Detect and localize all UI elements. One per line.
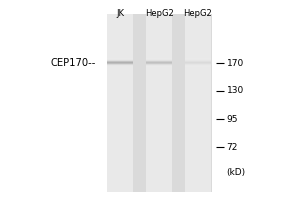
Text: 170: 170 bbox=[226, 58, 244, 68]
Text: JK: JK bbox=[116, 9, 124, 18]
Text: 130: 130 bbox=[226, 86, 244, 95]
Text: 95: 95 bbox=[226, 114, 238, 123]
Bar bbox=[106, 14, 212, 192]
Bar bbox=[185, 14, 211, 192]
Text: CEP170--: CEP170-- bbox=[51, 58, 96, 68]
Text: 72: 72 bbox=[226, 142, 238, 152]
Text: (kD): (kD) bbox=[226, 168, 246, 178]
Bar bbox=[146, 14, 172, 192]
Text: HepG2: HepG2 bbox=[145, 9, 173, 18]
Bar bbox=[107, 14, 133, 192]
Text: HepG2: HepG2 bbox=[184, 9, 212, 18]
